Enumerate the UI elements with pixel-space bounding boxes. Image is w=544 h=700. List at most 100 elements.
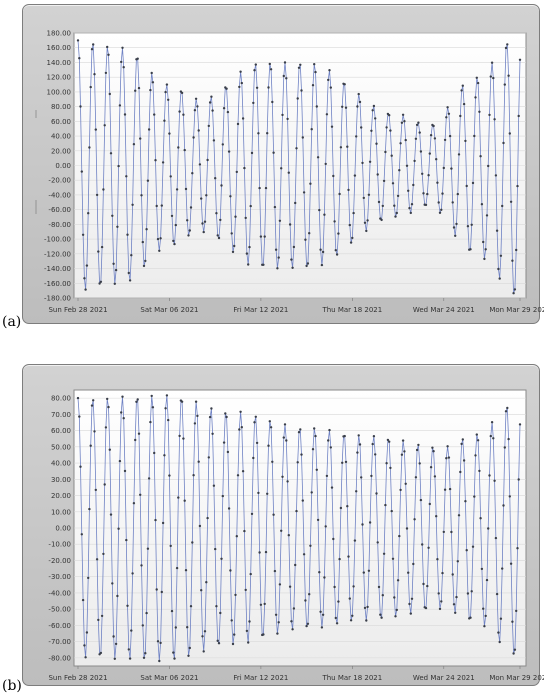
data-point [177, 496, 180, 499]
data-point [132, 502, 136, 505]
data-point [245, 252, 249, 255]
x-tick-label: Wed Mar 24 2021 [413, 306, 475, 314]
data-point [126, 604, 129, 607]
data-point [447, 456, 451, 459]
y-tick-label: 140.00 [47, 59, 72, 67]
data-point [379, 613, 382, 616]
data-point [183, 148, 186, 152]
data-point [81, 598, 85, 602]
data-point [497, 267, 500, 271]
data-point [488, 113, 491, 117]
data-point [401, 439, 405, 442]
data-point [489, 434, 492, 438]
data-point [429, 134, 433, 137]
x-tick-label: Sat Mar 06 2021 [140, 674, 198, 682]
data-point [504, 46, 508, 50]
data-point [137, 86, 141, 90]
data-point [473, 134, 476, 138]
y-tick-label: 10.00 [51, 508, 71, 516]
data-point [153, 113, 156, 116]
data-point [271, 100, 274, 104]
data-point [104, 71, 108, 75]
data-point [455, 595, 458, 599]
data-point [127, 648, 130, 651]
data-point [130, 629, 133, 632]
data-point [445, 457, 448, 460]
data-point [278, 583, 282, 586]
data-point [323, 576, 326, 579]
data-point [268, 420, 271, 423]
data-point [393, 204, 396, 207]
data-point [375, 492, 378, 495]
data-point [236, 474, 240, 477]
data-point [464, 139, 467, 143]
data-point [450, 530, 453, 534]
data-point [147, 128, 151, 131]
data-point [316, 156, 320, 159]
data-point [484, 614, 487, 618]
data-point [103, 483, 106, 486]
data-point [396, 194, 400, 198]
data-point [313, 427, 316, 430]
data-point [464, 500, 467, 503]
data-point [399, 142, 402, 145]
data-point [297, 66, 301, 70]
data-point [240, 81, 243, 85]
data-point [103, 124, 106, 127]
data-point [451, 573, 454, 576]
data-point [211, 109, 214, 112]
data-point [161, 521, 165, 525]
data-point [299, 428, 302, 431]
data-point [497, 631, 500, 634]
data-point [201, 635, 204, 638]
data-point [141, 240, 144, 244]
data-point [208, 415, 212, 419]
data-point [508, 132, 511, 135]
data-point [286, 480, 289, 483]
data-point [136, 398, 139, 401]
data-point [196, 105, 199, 108]
data-point [167, 98, 170, 102]
data-point [123, 469, 127, 473]
data-point [325, 113, 329, 116]
data-point [308, 232, 311, 235]
data-point [341, 105, 344, 109]
data-point [366, 219, 369, 222]
data-point [186, 626, 189, 629]
data-point [88, 507, 91, 511]
data-point [399, 488, 402, 492]
data-point [313, 62, 316, 66]
data-point [414, 137, 418, 140]
data-point [184, 569, 188, 572]
data-point [136, 57, 139, 60]
data-point [282, 74, 285, 78]
data-point [324, 525, 327, 528]
data-point [142, 656, 146, 659]
data-point [159, 641, 162, 645]
data-point [419, 150, 423, 153]
data-point [344, 106, 348, 109]
data-point [448, 134, 452, 138]
data-point [198, 163, 202, 166]
data-point [349, 241, 353, 244]
data-point [362, 571, 365, 574]
data-point [93, 73, 96, 76]
x-tick-label: Wed Mar 24 2021 [413, 674, 475, 682]
data-point [231, 642, 235, 646]
data-point [172, 651, 175, 654]
data-point [230, 619, 233, 622]
data-point [217, 642, 221, 645]
data-point [381, 204, 384, 208]
data-point [125, 175, 128, 178]
data-point [92, 43, 95, 46]
data-point [367, 569, 371, 572]
y-tick-label: -160.00 [44, 280, 71, 288]
data-point [335, 622, 339, 625]
data-point [409, 612, 412, 615]
data-point [99, 280, 103, 283]
data-point [305, 264, 308, 268]
data-point [408, 206, 411, 210]
data-point [456, 192, 459, 196]
y-tick-label: 160.00 [47, 44, 72, 52]
data-point [216, 639, 219, 642]
